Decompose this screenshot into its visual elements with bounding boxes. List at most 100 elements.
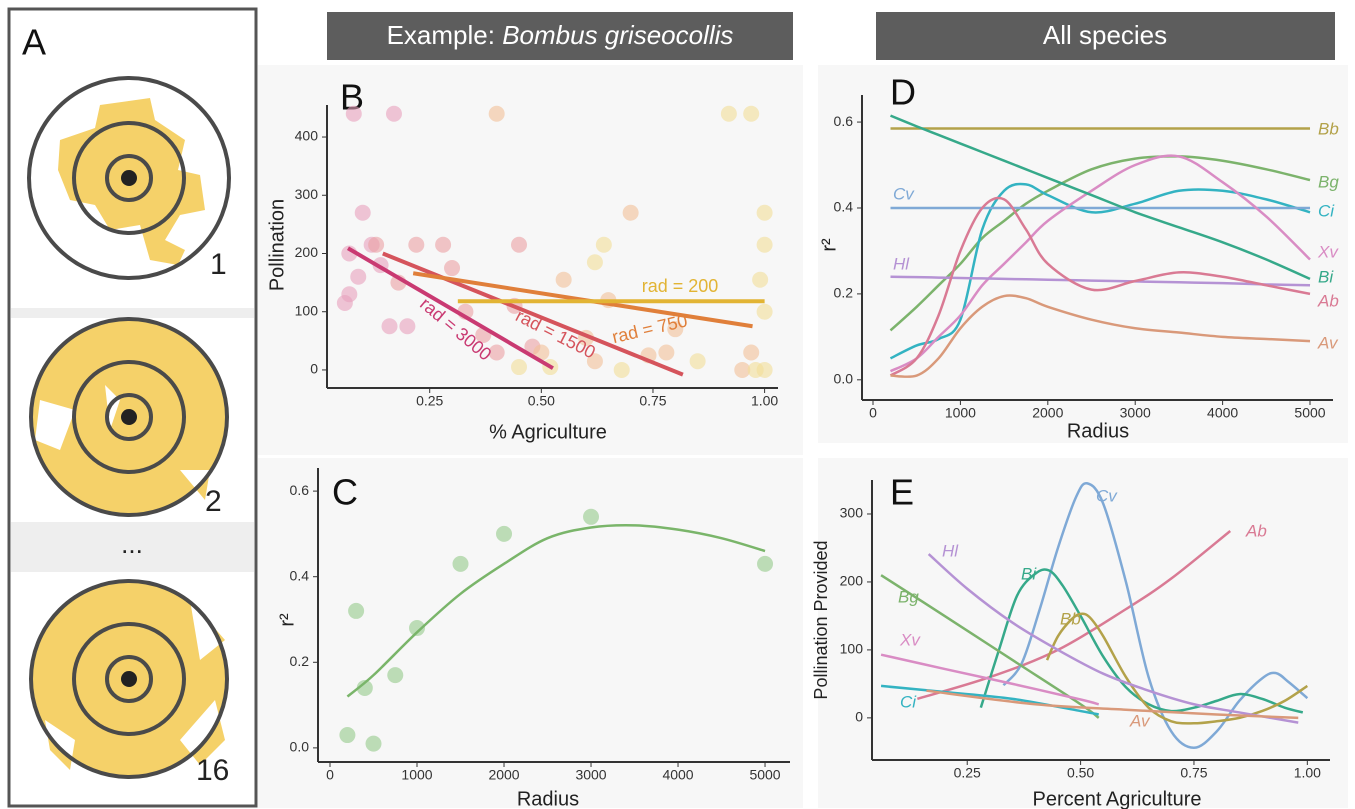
series-line <box>1045 612 1309 725</box>
scatter-point <box>756 236 773 253</box>
x-tick-label: 1.00 <box>1294 765 1321 781</box>
y-tick-label: 0 <box>310 361 318 377</box>
series-line <box>927 553 1299 724</box>
series-label: Bg <box>898 587 919 606</box>
ellipsis: ... <box>121 529 143 559</box>
series-label: Av <box>1317 333 1339 352</box>
series-line <box>1002 481 1309 750</box>
scale-label: 2 <box>205 485 222 518</box>
scatter-point <box>720 105 737 122</box>
series-label: Cv <box>1096 486 1118 505</box>
scatter-point <box>595 236 612 253</box>
y-tick-label: 0.0 <box>290 739 310 755</box>
ring <box>29 317 229 517</box>
scatter-point <box>511 359 528 376</box>
y-tick-label: 0.2 <box>290 653 310 669</box>
ring <box>72 121 186 235</box>
scatter-point <box>689 353 706 370</box>
x-tick-label: 1000 <box>401 767 432 783</box>
series-label: Xv <box>899 630 921 649</box>
series-label: Cv <box>893 184 915 203</box>
scatter-point <box>658 344 675 361</box>
series-label: Bg <box>1318 172 1339 191</box>
x-tick-label: 5000 <box>1294 405 1325 421</box>
scatter-point <box>444 260 461 277</box>
ring <box>72 622 186 736</box>
x-tick-label: 5000 <box>749 767 780 783</box>
x-tick-label: 0.75 <box>639 393 666 409</box>
scatter-point <box>555 271 572 288</box>
fit-line <box>346 246 554 370</box>
scatter-point <box>399 318 416 335</box>
scale-label: 1 <box>210 248 227 281</box>
scatter-point <box>756 204 773 221</box>
y-axis-label: Pollination Provided <box>811 540 831 699</box>
divider <box>11 522 254 572</box>
x-tick-label: 1000 <box>945 405 976 421</box>
scatter-point <box>496 525 513 542</box>
series-label: Xv <box>1317 242 1339 261</box>
scatter-point <box>435 236 452 253</box>
series-label: Ab <box>1245 521 1267 540</box>
scatter-point <box>381 318 398 335</box>
panel-a: A 1 2 ... 16 <box>7 7 258 808</box>
series-label: rad = 200 <box>642 276 719 296</box>
ring <box>105 154 153 202</box>
x-tick-label: 0 <box>326 767 334 783</box>
ring <box>27 76 231 280</box>
y-tick-label: 400 <box>295 128 319 144</box>
x-tick-label: 3000 <box>1120 405 1151 421</box>
ring <box>105 393 153 441</box>
scatter-point <box>488 344 505 361</box>
y-tick-label: 0.6 <box>290 482 310 498</box>
scatter-point <box>586 353 603 370</box>
x-tick-label: 0.25 <box>416 393 443 409</box>
fit-line <box>382 251 684 377</box>
series-label: Hl <box>893 254 910 273</box>
y-tick-label: 200 <box>295 244 319 260</box>
fit-line <box>346 523 766 698</box>
series-line <box>889 155 1311 332</box>
x-axis-label: Radius <box>1067 420 1129 442</box>
ring <box>105 655 153 703</box>
y-tick-label: 0.0 <box>834 371 854 387</box>
x-tick-label: 3000 <box>575 767 606 783</box>
x-axis-label: Percent Agriculture <box>1033 788 1202 809</box>
scatter-point <box>533 344 550 361</box>
series-label: Hl <box>942 541 959 560</box>
scatter-point <box>734 361 751 378</box>
series-label: Ci <box>900 692 917 711</box>
x-axis-label: Radius <box>517 788 579 809</box>
x-tick-label: 4000 <box>662 767 693 783</box>
panel-letter: C <box>332 472 358 513</box>
x-tick-label: 0.25 <box>954 765 981 781</box>
scatter-point <box>743 105 760 122</box>
panel-letter: A <box>22 22 46 63</box>
center <box>121 671 137 687</box>
x-tick-label: 2000 <box>1032 405 1063 421</box>
series-line <box>890 294 1311 379</box>
scatter-point <box>613 361 630 378</box>
header-bar <box>327 12 793 60</box>
scatter-point <box>511 236 528 253</box>
panel-letter: E <box>890 472 914 513</box>
scatter-point <box>387 667 404 684</box>
y-axis-label: r² <box>276 613 298 627</box>
header-all: All species <box>1043 20 1167 50</box>
series-line <box>979 568 1304 714</box>
ring <box>72 360 186 474</box>
scatter-point <box>743 344 760 361</box>
x-tick-label: 0.75 <box>1180 765 1207 781</box>
scatter-point <box>354 204 371 221</box>
y-tick-label: 200 <box>840 573 864 589</box>
y-axis-label: r² <box>818 238 840 252</box>
scatter-point <box>385 105 402 122</box>
scatter-point <box>752 271 769 288</box>
series-line <box>889 196 1311 377</box>
scatter-point <box>667 321 684 338</box>
y-tick-label: 100 <box>840 641 864 657</box>
header-bar <box>876 12 1335 60</box>
scatter-point <box>409 620 426 637</box>
x-tick-label: 2000 <box>488 767 519 783</box>
